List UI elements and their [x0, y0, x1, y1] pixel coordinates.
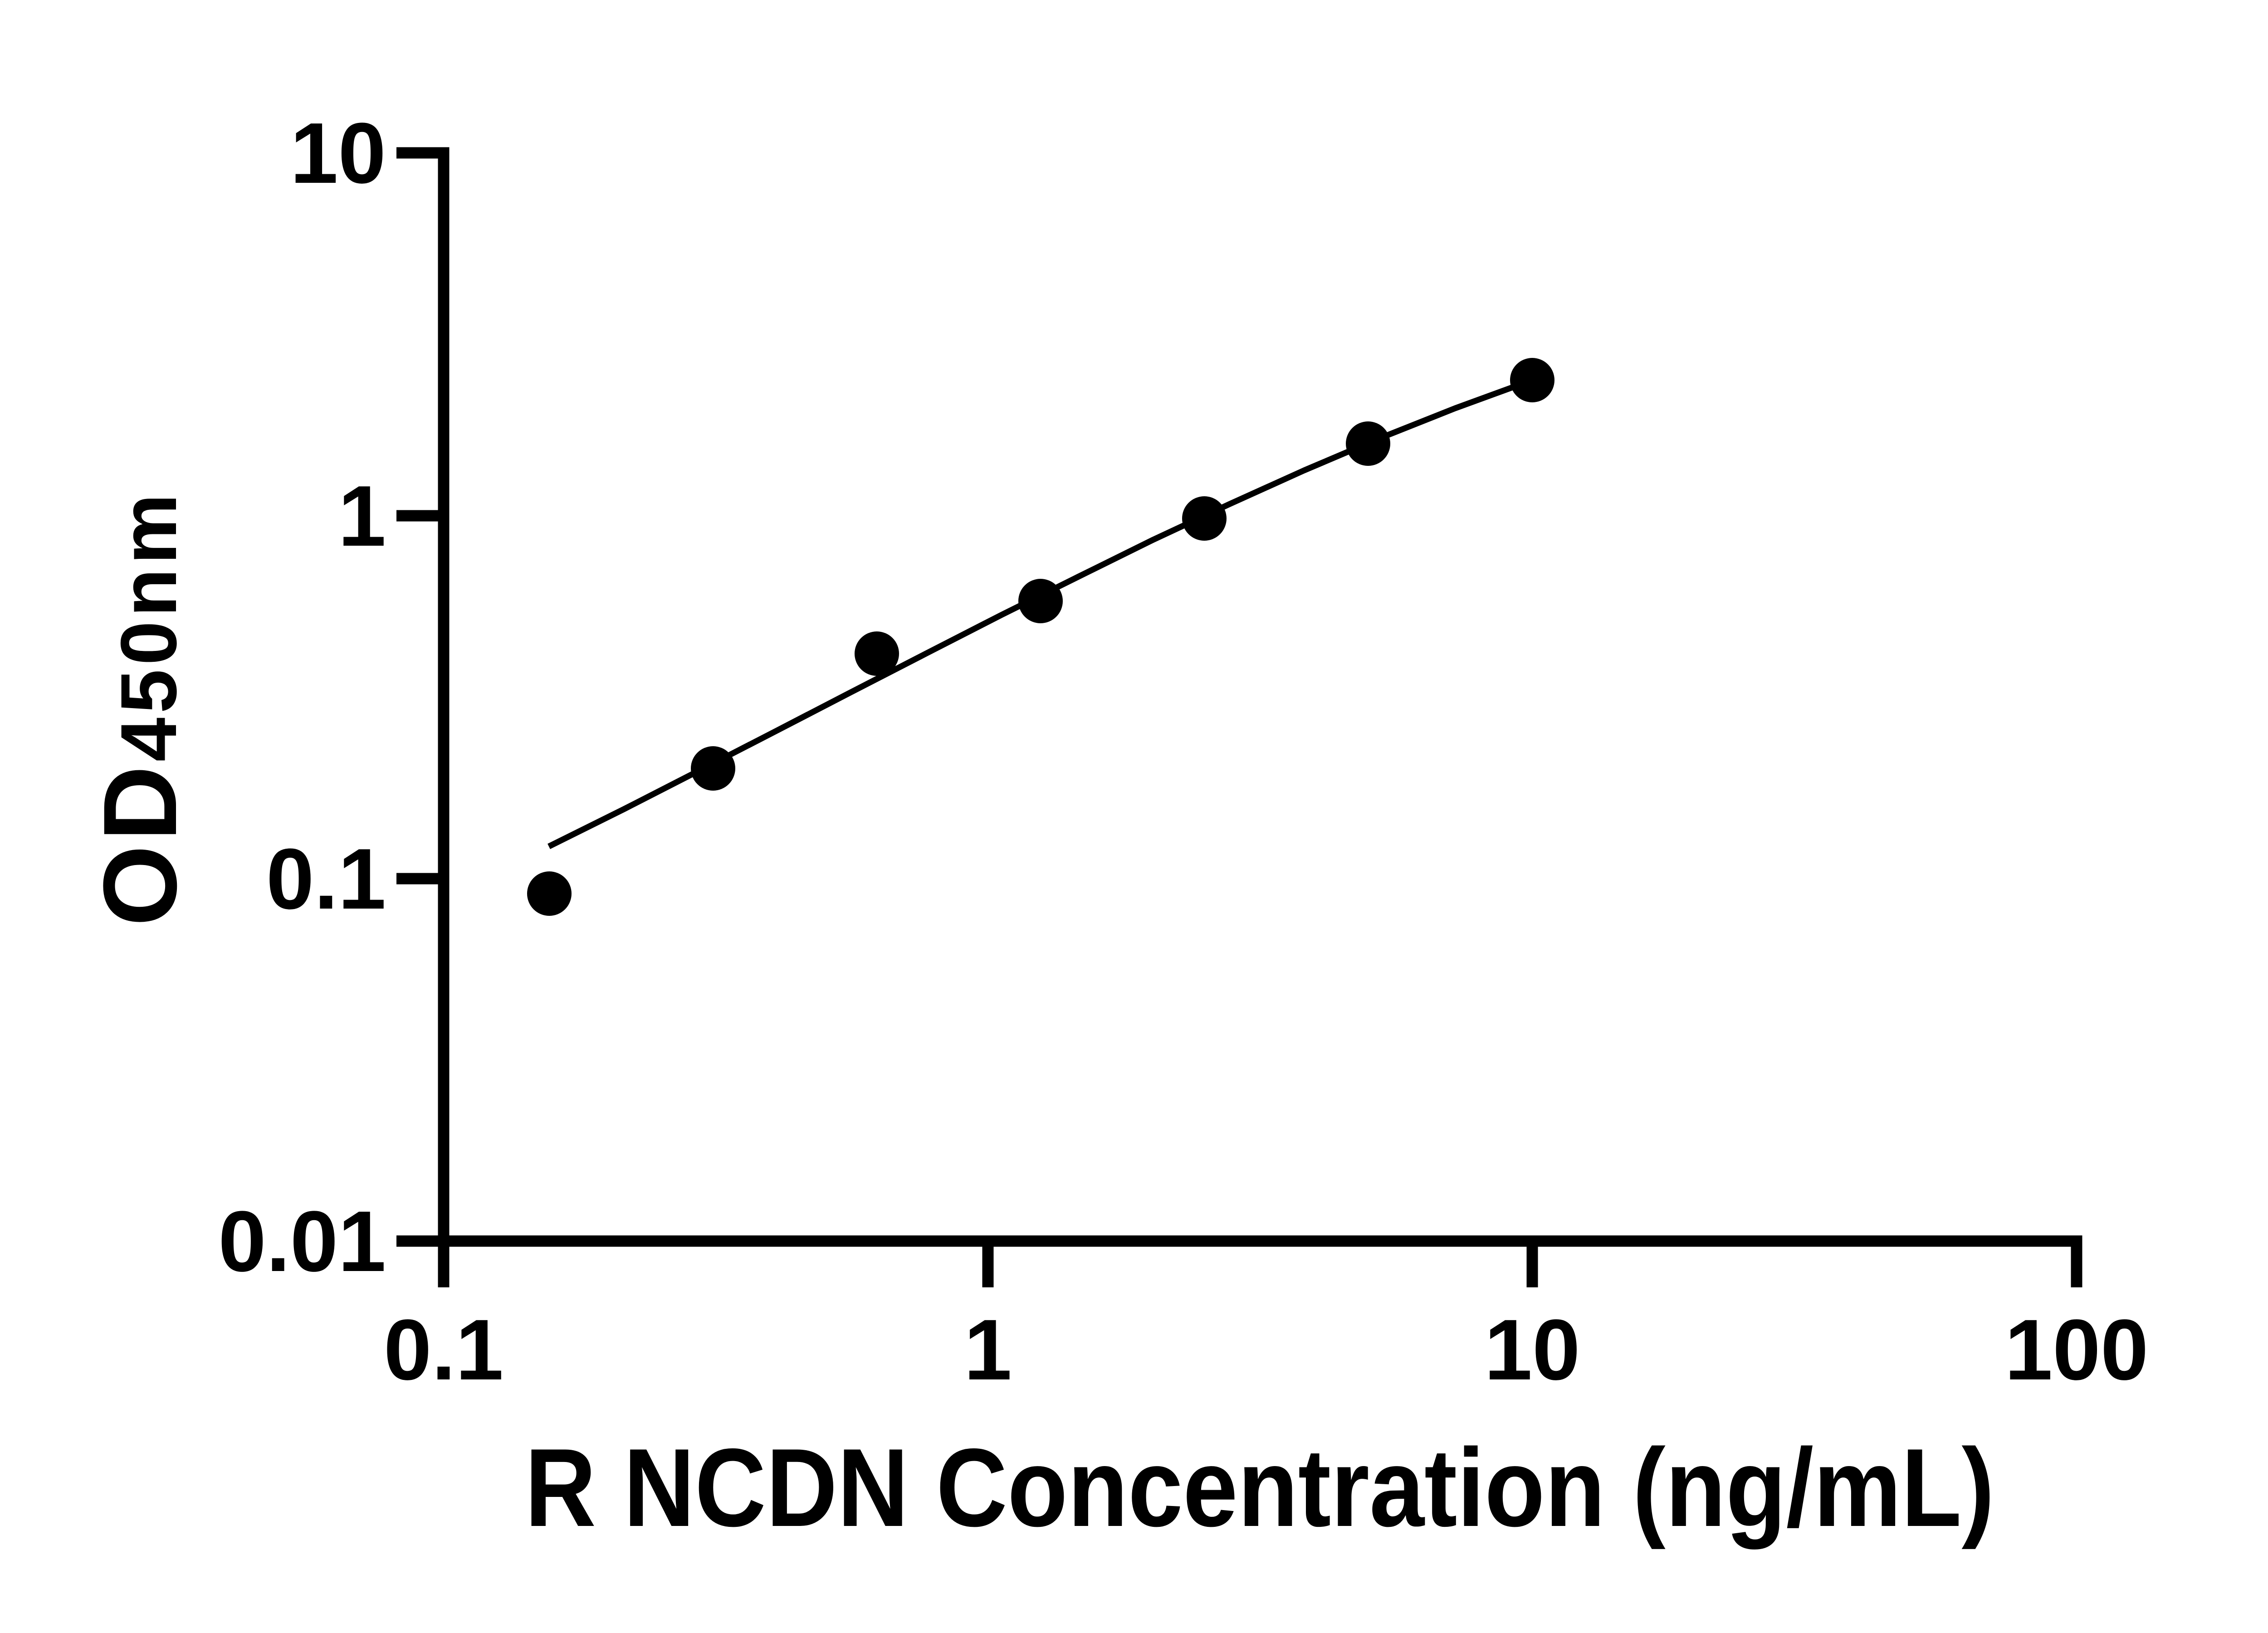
svg-text:100: 100: [2004, 1302, 2148, 1398]
svg-text:10: 10: [290, 105, 386, 201]
svg-text:1: 1: [964, 1302, 1012, 1398]
svg-text:0.01: 0.01: [218, 1193, 386, 1290]
svg-text:10: 10: [1484, 1302, 1580, 1398]
svg-text:1: 1: [338, 468, 386, 564]
svg-text:0.1: 0.1: [384, 1302, 503, 1398]
svg-text:OD450nm: OD450nm: [82, 490, 198, 926]
svg-text:0.1: 0.1: [266, 831, 386, 927]
svg-text:R NCDN Concentration (ng/mL): R NCDN Concentration (ng/mL): [525, 1425, 1994, 1550]
